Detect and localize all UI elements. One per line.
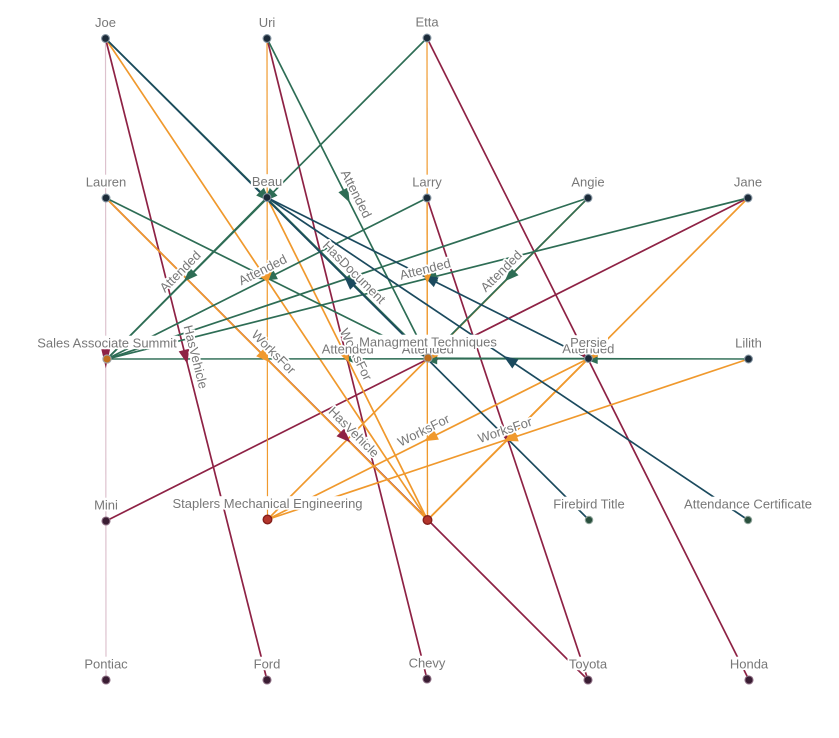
svg-text:Firebird Title: Firebird Title	[553, 497, 625, 512]
svg-text:Chevy: Chevy	[409, 656, 446, 671]
svg-text:Beau: Beau	[252, 174, 282, 189]
svg-text:Joe: Joe	[95, 15, 116, 30]
svg-text:Persie: Persie	[570, 335, 607, 350]
svg-text:Pontiac: Pontiac	[84, 657, 128, 672]
svg-text:Etta: Etta	[415, 15, 439, 30]
svg-text:Lauren: Lauren	[86, 175, 126, 190]
svg-text:Mini: Mini	[94, 498, 118, 513]
svg-text:Staplers Mechanical Engineerin: Staplers Mechanical Engineering	[172, 496, 362, 511]
svg-text:Honda: Honda	[730, 657, 769, 672]
svg-text:Uri: Uri	[259, 15, 276, 30]
svg-text:Attendance Certificate: Attendance Certificate	[684, 497, 812, 512]
svg-text:Lilith: Lilith	[735, 336, 762, 351]
svg-text:Jane: Jane	[734, 175, 762, 190]
svg-text:Angie: Angie	[571, 175, 604, 190]
svg-text:Larry: Larry	[412, 175, 442, 190]
svg-text:Toyota: Toyota	[569, 657, 608, 672]
svg-text:Sales Associate Summit: Sales Associate Summit	[37, 336, 177, 351]
svg-text:Managment Techniques: Managment Techniques	[359, 335, 497, 350]
svg-text:Ford: Ford	[254, 657, 281, 672]
